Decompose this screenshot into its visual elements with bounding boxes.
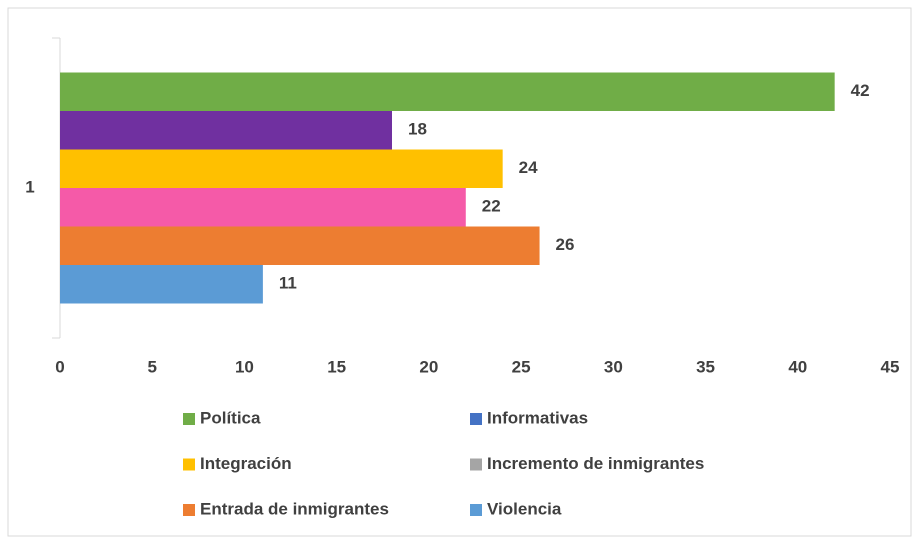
x-tick-label: 45 bbox=[881, 357, 900, 376]
data-label: 42 bbox=[851, 81, 870, 100]
bar bbox=[60, 226, 540, 265]
bar bbox=[60, 111, 392, 150]
legend-label: Violencia bbox=[487, 499, 562, 518]
legend-swatch bbox=[470, 413, 482, 425]
x-tick-label: 35 bbox=[696, 357, 715, 376]
x-tick-label: 5 bbox=[147, 357, 156, 376]
x-tick-label: 30 bbox=[604, 357, 623, 376]
legend-swatch bbox=[183, 413, 195, 425]
x-tick-label: 25 bbox=[512, 357, 531, 376]
legend-label: Informativas bbox=[487, 408, 588, 427]
legend-label: Entrada de inmigrantes bbox=[200, 499, 389, 518]
bar bbox=[60, 149, 503, 188]
bar bbox=[60, 72, 835, 111]
legend-swatch bbox=[183, 458, 195, 471]
legend-swatch bbox=[470, 504, 482, 516]
legend-swatch bbox=[183, 504, 195, 516]
bar bbox=[60, 188, 466, 227]
x-tick-label: 40 bbox=[788, 357, 807, 376]
bar bbox=[60, 265, 263, 304]
x-tick-label: 20 bbox=[419, 357, 438, 376]
x-tick-label: 0 bbox=[55, 357, 64, 376]
data-label: 11 bbox=[279, 274, 297, 293]
data-label: 26 bbox=[556, 235, 575, 254]
x-tick-label: 10 bbox=[235, 357, 254, 376]
legend-label: Integración bbox=[200, 454, 292, 473]
legend-label: Incremento de inmigrantes bbox=[487, 454, 704, 473]
data-label: 22 bbox=[482, 197, 501, 216]
x-tick-label: 15 bbox=[327, 357, 346, 376]
legend-swatch bbox=[470, 458, 482, 471]
legend-label: Política bbox=[200, 408, 261, 427]
data-label: 18 bbox=[408, 120, 427, 139]
y-tick-label: 1 bbox=[25, 177, 34, 196]
data-label: 24 bbox=[519, 158, 538, 177]
